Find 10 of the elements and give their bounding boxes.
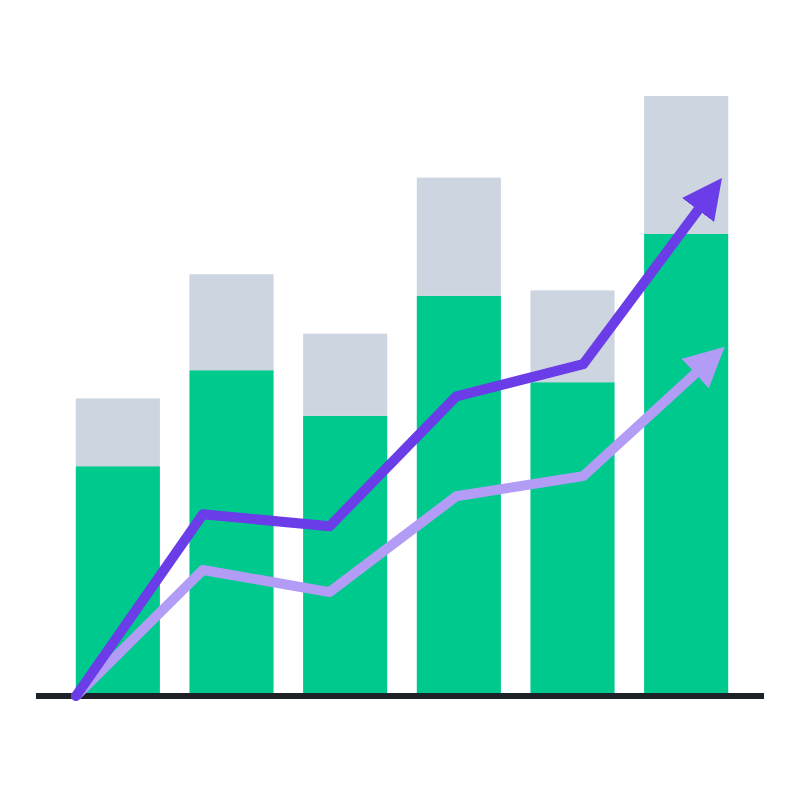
bar xyxy=(303,333,388,416)
bar xyxy=(75,398,160,467)
bar xyxy=(644,234,729,696)
bar xyxy=(189,274,274,371)
bar xyxy=(303,415,388,696)
bar xyxy=(416,295,501,696)
bar xyxy=(189,370,274,696)
bar xyxy=(530,382,615,696)
bar xyxy=(644,96,729,234)
bar xyxy=(416,177,501,296)
